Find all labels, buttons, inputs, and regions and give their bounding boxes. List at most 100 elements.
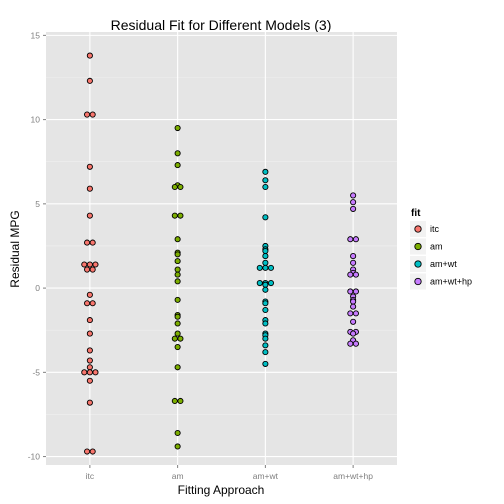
- data-point-am+wt+hp: [352, 288, 359, 295]
- data-point-am+wt: [256, 279, 263, 287]
- plot-panel: [46, 32, 397, 465]
- data-point-am+wt: [262, 264, 269, 271]
- data-point-itc: [81, 369, 88, 376]
- data-point-itc: [84, 300, 91, 307]
- data-point-itc: [84, 448, 91, 455]
- data-point-am+wt+hp: [350, 298, 357, 305]
- data-point-am+wt: [262, 360, 269, 367]
- data-point-am+wt+hp: [350, 330, 357, 337]
- y-tick-label: -5: [32, 367, 40, 377]
- data-point-itc: [89, 300, 96, 307]
- data-point-itc: [89, 266, 96, 273]
- data-point-am+wt: [262, 183, 269, 191]
- data-point-am+wt+hp: [347, 271, 354, 278]
- data-point-itc: [84, 239, 91, 246]
- data-point-itc: [84, 266, 91, 273]
- data-point-am: [174, 266, 181, 273]
- data-point-itc: [86, 317, 93, 324]
- chart-title: Residual Fit for Different Models (3): [111, 17, 332, 33]
- data-point-am+wt: [262, 253, 269, 260]
- data-point-am: [174, 162, 181, 169]
- data-point-am+wt: [256, 264, 263, 271]
- data-point-am+wt: [262, 259, 269, 266]
- data-point-itc: [84, 111, 91, 118]
- data-point-am: [174, 364, 181, 371]
- legend-key-am+wt+hp: [414, 277, 422, 286]
- data-point-am+wt: [262, 342, 269, 349]
- data-point-am: [171, 212, 178, 219]
- data-point-am: [174, 258, 181, 265]
- data-point-am+wt+hp: [347, 340, 354, 347]
- x-tick-label: am+wt+hp: [333, 471, 373, 481]
- data-point-am+wt+hp: [350, 205, 357, 212]
- data-point-am+wt+hp: [347, 288, 354, 295]
- data-point-am: [174, 429, 181, 437]
- x-tick-label: am+wt: [253, 471, 279, 481]
- data-point-am+wt: [262, 247, 269, 255]
- data-point-am: [174, 320, 181, 327]
- data-point-itc: [92, 369, 99, 376]
- data-point-itc: [81, 261, 88, 268]
- data-point-am: [171, 183, 178, 191]
- data-point-itc: [86, 291, 93, 298]
- y-tick-label: 15: [31, 30, 41, 40]
- data-point-am+wt+hp: [350, 318, 357, 325]
- data-point-itc: [86, 212, 93, 219]
- data-point-itc: [86, 330, 93, 337]
- data-point-am+wt: [262, 349, 269, 356]
- data-point-am+wt: [262, 300, 269, 307]
- legend-key-am+wt: [414, 260, 422, 268]
- data-point-am+wt: [262, 335, 269, 342]
- legend-label: itc: [430, 224, 440, 234]
- x-tick-label: am: [172, 471, 184, 481]
- legend-label: am+wt+hp: [430, 277, 472, 287]
- data-point-itc: [86, 357, 93, 364]
- legend-key-am: [414, 242, 422, 251]
- data-point-itc: [86, 399, 93, 406]
- data-point-itc: [92, 261, 99, 268]
- data-point-am+wt: [262, 177, 269, 184]
- data-point-itc: [86, 52, 93, 59]
- y-tick-label: -10: [28, 452, 41, 462]
- data-point-am+wt+hp: [347, 236, 354, 243]
- data-point-am+wt: [267, 264, 275, 271]
- data-point-am+wt: [262, 214, 269, 221]
- data-point-am+wt: [262, 306, 269, 314]
- data-point-am+wt: [262, 168, 269, 175]
- x-axis-label: Fitting Approach: [178, 483, 265, 497]
- data-point-itc: [86, 261, 93, 268]
- data-point-itc: [86, 347, 93, 354]
- data-point-am: [174, 330, 181, 337]
- data-point-am: [174, 271, 181, 278]
- data-point-am: [174, 344, 181, 351]
- legend-label: am: [430, 242, 443, 252]
- data-point-am: [174, 313, 181, 320]
- data-point-am+wt+hp: [352, 340, 359, 347]
- legend-key-itc: [414, 225, 422, 233]
- data-point-am: [174, 443, 181, 450]
- data-point-am: [171, 335, 178, 342]
- data-point-am: [174, 278, 181, 285]
- data-point-itc: [89, 448, 96, 455]
- data-point-am+wt+hp: [350, 253, 357, 260]
- data-point-am+wt+hp: [350, 259, 357, 266]
- data-point-am: [174, 124, 181, 132]
- axes: -10 -5 0 5 10 15 itc am am+wt am+wt+hp: [28, 30, 374, 481]
- data-point-itc: [86, 185, 93, 192]
- data-point-itc: [89, 111, 96, 118]
- data-point-am: [177, 335, 184, 342]
- data-point-itc: [86, 369, 93, 376]
- data-point-am: [177, 212, 184, 219]
- data-point-am+wt+hp: [352, 271, 359, 278]
- data-point-am: [174, 236, 181, 243]
- data-point-am+wt: [262, 320, 269, 327]
- data-point-am+wt+hp: [350, 303, 357, 310]
- data-point-am: [174, 296, 181, 303]
- data-point-am: [177, 397, 184, 405]
- data-point-am+wt+hp: [352, 310, 359, 317]
- data-point-am: [177, 183, 184, 191]
- y-tick-label: 5: [35, 199, 40, 209]
- data-point-am+wt+hp: [350, 199, 357, 206]
- y-tick-label: 10: [31, 115, 41, 125]
